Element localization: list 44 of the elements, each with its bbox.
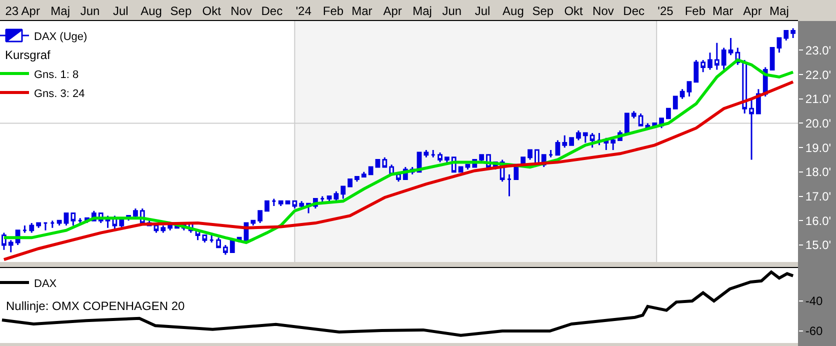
x-tick-label: Dec [623, 4, 645, 18]
x-tick-label: Sep [532, 4, 554, 18]
x-tick-label: Mar [712, 4, 734, 18]
y-tick-label: 15.0' [805, 238, 832, 252]
legend-title: Kursgraf [5, 48, 52, 62]
y-tick-label: -40 [805, 294, 824, 308]
x-tick-label: Jul [112, 4, 128, 18]
y-tick-label: 16.0' [805, 214, 832, 228]
legend-label: Gns. 3: 24 [34, 88, 85, 100]
x-tick-label: Apr [743, 4, 762, 18]
y-tick-label: 18.0' [805, 165, 832, 180]
y-tick-label: 22.0' [805, 68, 832, 82]
legend-label: DAX [34, 278, 58, 290]
y-tick-label: 17.0' [805, 189, 832, 204]
x-tick-label: Sep [170, 4, 192, 18]
y-tick-label: 21.0' [805, 92, 832, 106]
x-tick-label: Okt [564, 4, 584, 18]
x-tick-label: Okt [202, 4, 222, 18]
x-tick-label: Nov [592, 4, 614, 18]
legend-label: Gns. 1: 8 [34, 68, 79, 81]
x-tick-label: Nov [230, 4, 252, 18]
x-tick-label: Maj [50, 4, 70, 18]
x-tick-label: Jun [80, 4, 100, 18]
legend-label: DAX (Uge) [34, 30, 88, 43]
x-tick-label: 23 [5, 4, 19, 18]
x-tick-label: Jul [474, 4, 490, 18]
x-tick-label: Apr [383, 4, 402, 18]
y-tick-label: -60 [805, 324, 824, 338]
x-tick-label: Apr [21, 4, 40, 18]
x-tick-label: Maj [770, 4, 789, 18]
y-tick-label: 19.0' [805, 140, 832, 155]
y-tick-label: 23.0' [805, 43, 832, 58]
x-tick-label: Aug [140, 4, 162, 18]
x-tick-label: '24 [296, 4, 312, 18]
x-tick-label: Feb [684, 4, 706, 18]
x-tick-label: Mar [352, 4, 372, 18]
x-tick-label: Feb [322, 4, 344, 18]
x-tick-label: Aug [502, 4, 524, 18]
y-tick-label: 20.0' [805, 116, 832, 130]
x-tick-label: Maj [412, 4, 432, 18]
x-tick-label: Dec [261, 4, 283, 18]
x-tick-label: Jun [442, 4, 462, 18]
x-tick-label: '25 [658, 4, 674, 18]
annotation: Nullinje: OMX COPENHAGEN 20 [6, 299, 186, 313]
